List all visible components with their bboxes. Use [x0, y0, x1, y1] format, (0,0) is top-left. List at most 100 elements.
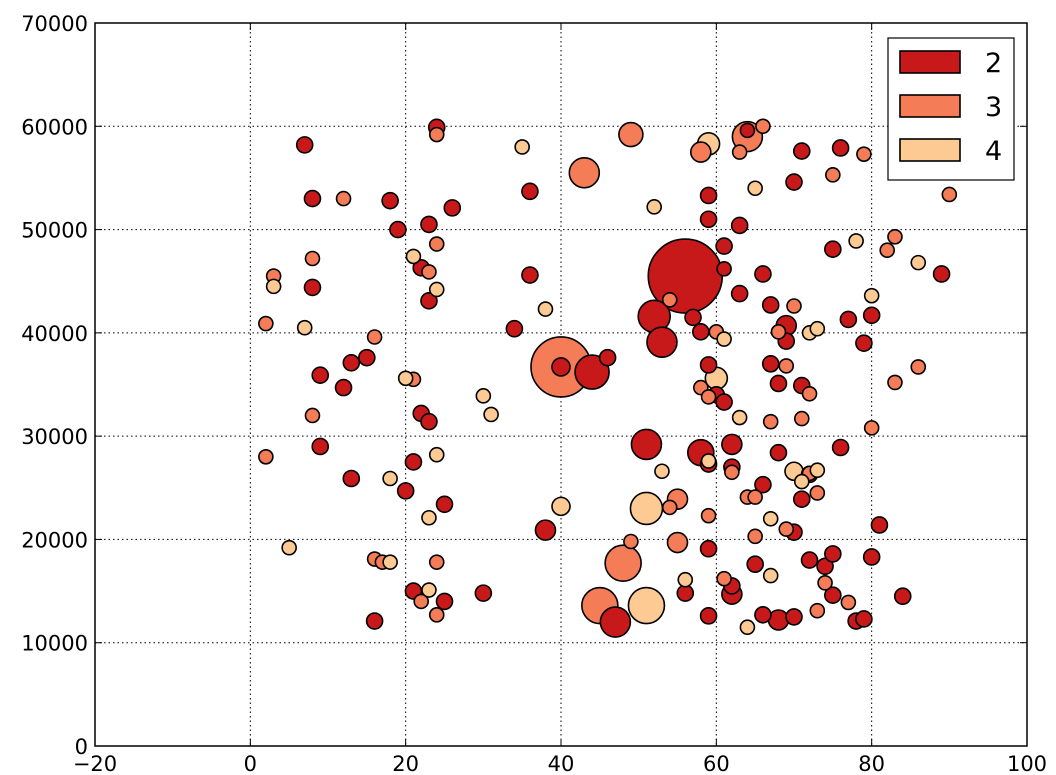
data-point-series-3 — [880, 243, 894, 257]
data-point-series-2 — [786, 609, 802, 625]
data-point-series-3 — [771, 325, 785, 339]
data-point-series-2 — [506, 321, 522, 337]
data-point-series-2 — [763, 297, 779, 313]
data-point-series-2 — [398, 483, 414, 499]
data-point-series-2 — [716, 394, 732, 410]
data-point-series-2 — [693, 324, 709, 340]
data-point-series-3 — [663, 293, 677, 307]
data-point-series-2 — [840, 311, 856, 327]
data-point-series-3 — [430, 237, 444, 251]
data-point-series-2 — [770, 445, 786, 461]
data-point-series-3 — [888, 375, 902, 389]
data-point-series-2 — [786, 174, 802, 190]
data-point-series-3 — [756, 119, 770, 133]
data-point-series-2 — [755, 607, 771, 623]
data-point-series-2 — [421, 216, 437, 232]
legend-label-3: 3 — [985, 92, 1002, 123]
data-point-series-3 — [725, 465, 739, 479]
data-point-series-2 — [304, 191, 320, 207]
data-point-series-2 — [763, 356, 779, 372]
data-point-series-2 — [405, 454, 421, 470]
data-point-series-2 — [833, 440, 849, 456]
data-point-series-2 — [732, 217, 748, 233]
data-point-series-2 — [343, 470, 359, 486]
data-point-series-4 — [849, 234, 863, 248]
data-point-series-3 — [779, 359, 793, 373]
y-tick-label: 0 — [75, 735, 88, 759]
data-point-series-4 — [399, 371, 413, 385]
data-point-series-3 — [748, 529, 762, 543]
y-tick-label: 70000 — [21, 12, 88, 36]
data-point-series-2 — [856, 335, 872, 351]
data-point-series-2 — [934, 266, 950, 282]
data-point-series-2 — [600, 350, 616, 366]
data-point-series-4 — [267, 279, 281, 293]
data-point-series-2 — [647, 327, 677, 357]
data-point-series-3 — [569, 158, 599, 188]
legend-label-2: 2 — [985, 48, 1002, 79]
data-point-series-2 — [717, 262, 731, 276]
x-tick-label: 100 — [1007, 752, 1047, 775]
data-point-series-3 — [368, 330, 382, 344]
data-point-series-4 — [748, 181, 762, 195]
data-point-series-4 — [810, 463, 824, 477]
x-tick-label: 20 — [392, 752, 419, 775]
y-tick-label: 10000 — [21, 632, 88, 656]
data-point-series-3 — [810, 486, 824, 500]
data-point-series-3 — [733, 145, 747, 159]
data-point-series-3 — [430, 555, 444, 569]
y-tick-label: 60000 — [21, 115, 88, 139]
data-point-series-4 — [740, 620, 754, 634]
data-point-series-3 — [605, 545, 641, 581]
x-tick-label: 80 — [858, 752, 885, 775]
data-point-series-4 — [538, 302, 552, 316]
data-point-series-2 — [701, 541, 717, 557]
data-point-series-4 — [383, 555, 397, 569]
data-point-series-3 — [702, 390, 716, 404]
data-point-series-2 — [677, 585, 693, 601]
data-point-series-2 — [794, 143, 810, 159]
data-point-series-3 — [717, 572, 731, 586]
data-point-series-4 — [628, 588, 664, 624]
data-point-series-4 — [484, 407, 498, 421]
data-point-series-2 — [685, 309, 701, 325]
data-point-series-2 — [437, 593, 453, 609]
data-point-series-4 — [406, 249, 420, 263]
legend-swatch-2 — [900, 51, 960, 73]
y-tick-label: 20000 — [21, 528, 88, 552]
data-point-series-4 — [430, 448, 444, 462]
data-point-series-2 — [856, 611, 872, 627]
x-tick-label: 0 — [244, 752, 257, 775]
data-point-series-4 — [476, 389, 490, 403]
data-point-series-4 — [655, 464, 669, 478]
data-point-series-3 — [430, 608, 444, 622]
data-point-series-2 — [864, 307, 880, 323]
data-point-series-4 — [733, 411, 747, 425]
data-point-series-2 — [770, 375, 786, 391]
data-point-series-3 — [787, 299, 801, 313]
legend: 2 3 4 — [888, 38, 1014, 180]
data-point-series-2 — [825, 241, 841, 257]
data-point-series-3 — [663, 500, 677, 514]
data-point-series-3 — [624, 534, 638, 548]
data-point-series-3 — [803, 387, 817, 401]
data-point-series-2 — [343, 355, 359, 371]
data-point-series-4 — [764, 569, 778, 583]
data-point-series-2 — [437, 496, 453, 512]
data-point-series-4 — [702, 454, 716, 468]
data-point-series-2 — [444, 200, 460, 216]
data-point-series-2 — [297, 137, 313, 153]
data-point-series-2 — [522, 267, 538, 283]
data-point-series-3 — [911, 360, 925, 374]
data-point-series-4 — [430, 282, 444, 296]
data-point-series-2 — [701, 357, 717, 373]
data-point-series-2 — [825, 546, 841, 562]
y-tick-label: 50000 — [21, 219, 88, 243]
data-point-series-3 — [259, 317, 273, 331]
data-point-series-3 — [422, 265, 436, 279]
data-point-series-2 — [312, 367, 328, 383]
data-point-series-3 — [748, 490, 762, 504]
data-point-series-2 — [535, 520, 555, 540]
x-tick-label: 40 — [548, 752, 575, 775]
